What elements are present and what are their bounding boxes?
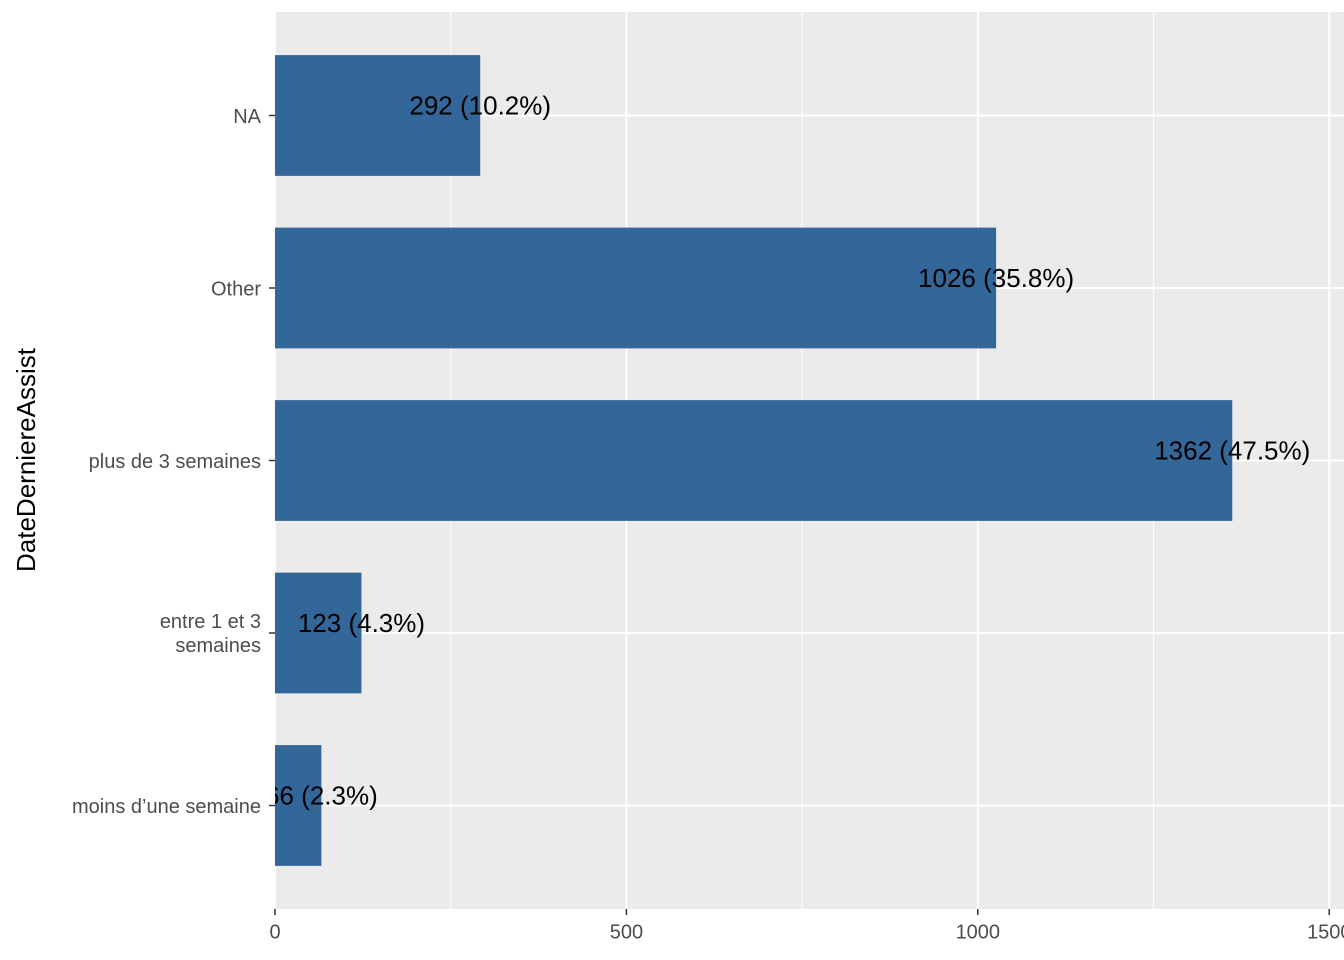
y-tick-label: plus de 3 semaines xyxy=(89,451,261,473)
value-label: 66 (2.3%) xyxy=(265,780,378,810)
bar xyxy=(275,55,481,176)
bar xyxy=(275,227,997,349)
x-tick-label: 500 xyxy=(610,921,643,943)
value-label: 123 (4.3%) xyxy=(298,608,425,638)
value-label: 1362 (47.5%) xyxy=(1154,435,1310,465)
value-label: 1026 (35.8%) xyxy=(918,263,1074,293)
bar xyxy=(275,572,362,694)
y-tick-label: entre 1 et 3 semaines xyxy=(160,611,261,657)
bar xyxy=(275,400,1233,521)
x-tick-label: 1000 xyxy=(956,921,1001,943)
bar xyxy=(275,745,322,866)
y-tick-label: Other xyxy=(211,278,261,300)
x-tick-label: 1500 xyxy=(1307,921,1344,943)
y-axis-title: DateDerniereAssist xyxy=(11,347,41,572)
y-tick-label: moins d’une semaine xyxy=(72,796,261,818)
value-label: 292 (10.2%) xyxy=(409,90,551,120)
x-tick-label: 0 xyxy=(269,921,280,943)
y-tick-label: NA xyxy=(233,106,261,128)
